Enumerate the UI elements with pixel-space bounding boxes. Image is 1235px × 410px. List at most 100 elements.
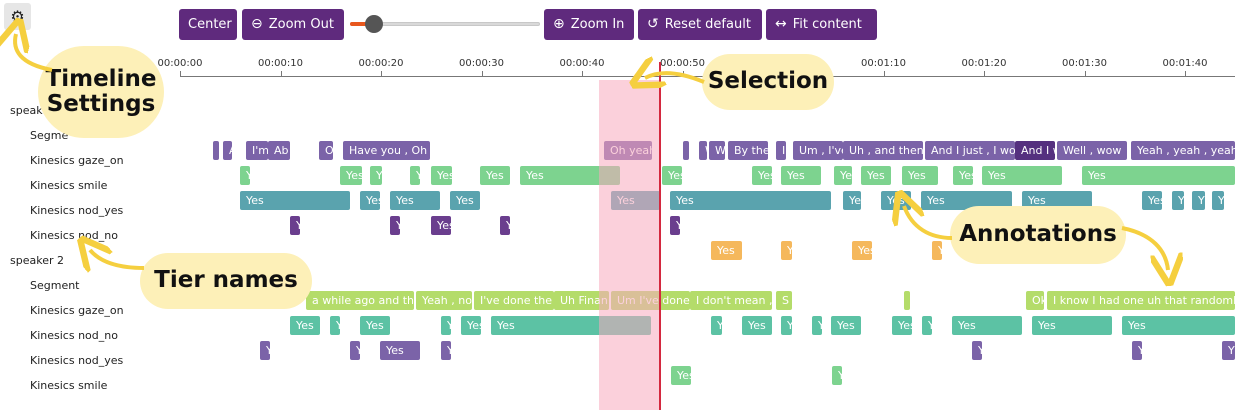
annotation[interactable]: Yes — [843, 191, 861, 210]
annotation[interactable] — [904, 291, 910, 310]
annotation[interactable]: Yes — [360, 191, 380, 210]
annotation[interactable]: Yes — [461, 316, 481, 335]
annotation[interactable]: Y — [932, 241, 942, 260]
annotation[interactable]: Y — [390, 216, 400, 235]
annotation[interactable]: Y — [781, 241, 792, 260]
annotation[interactable]: Yes — [380, 341, 420, 360]
annotation[interactable]: Yes — [662, 166, 682, 185]
annotation[interactable]: Yes — [450, 191, 480, 210]
annotation[interactable]: Yes — [1122, 316, 1235, 335]
annotation[interactable]: I've done the l — [474, 291, 554, 310]
annotation[interactable]: a while ago and then — [306, 291, 414, 310]
annotation[interactable]: Yes — [742, 316, 772, 335]
annotation[interactable]: A — [223, 141, 232, 160]
annotation[interactable]: I don't mean , y — [690, 291, 772, 310]
annotation[interactable]: Yes — [491, 316, 651, 335]
annotation[interactable]: Have you , Oh — [343, 141, 430, 160]
annotation[interactable]: Y — [330, 316, 340, 335]
annotation[interactable]: Yes — [1142, 191, 1162, 210]
annotation[interactable]: Y — [290, 216, 300, 235]
annotation[interactable]: Y — [410, 166, 420, 185]
annotation[interactable]: Yes — [520, 166, 620, 185]
zoom-slider[interactable] — [350, 14, 540, 34]
annotation[interactable]: Y — [500, 216, 510, 235]
annotation[interactable]: Yes — [982, 166, 1062, 185]
annotation[interactable]: Yes — [431, 216, 451, 235]
annotation[interactable]: W — [709, 141, 725, 160]
annotation[interactable]: Y — [670, 216, 680, 235]
annotation[interactable]: Y — [1212, 191, 1224, 210]
annotation[interactable]: Yes — [902, 166, 938, 185]
annotation[interactable]: Yes — [852, 241, 872, 260]
annotation[interactable]: Yes — [611, 191, 660, 210]
annotation[interactable]: Yes — [781, 166, 821, 185]
zoom-out-button[interactable]: ⊖ Zoom Out — [242, 9, 344, 40]
annotation[interactable]: Yes — [953, 166, 973, 185]
annotation[interactable]: Yes — [952, 316, 1022, 335]
annotation[interactable]: Yes — [1032, 316, 1112, 335]
annotation[interactable]: Yes — [831, 316, 861, 335]
annotation[interactable]: And I just , I wo — [925, 141, 1015, 160]
annotation[interactable]: Oh yeah — [604, 141, 652, 160]
annotation[interactable]: Y — [370, 166, 382, 185]
annotation[interactable]: Yes — [711, 241, 742, 260]
annotation[interactable]: Yes — [670, 191, 831, 210]
annotation[interactable]: I'm — [246, 141, 268, 160]
annotation[interactable]: Yes — [240, 191, 350, 210]
annotation[interactable]: Y — [781, 316, 792, 335]
annotation[interactable]: Yes — [340, 166, 362, 185]
annotation[interactable]: Y — [1132, 341, 1142, 360]
annotation[interactable]: Y — [832, 366, 842, 385]
annotation[interactable]: Uh Finan — [554, 291, 609, 310]
annotation[interactable]: Yes — [390, 191, 440, 210]
annotation[interactable] — [213, 141, 219, 160]
annotation[interactable]: Yes — [1022, 191, 1092, 210]
annotation[interactable]: Y — [812, 316, 822, 335]
annotation[interactable]: Y — [441, 316, 451, 335]
annotation[interactable]: Yes — [431, 166, 452, 185]
annotation[interactable]: O — [319, 141, 333, 160]
annotation[interactable]: Y — [711, 316, 722, 335]
annotation[interactable]: I — [776, 141, 786, 160]
selection-region[interactable] — [599, 80, 660, 410]
zoom-in-button[interactable]: ⊕ Zoom In — [544, 9, 634, 40]
timeline-settings-button[interactable]: ⚙ — [4, 3, 31, 30]
annotation[interactable]: Yeah , yeah , yeah — [1131, 141, 1235, 160]
annotation[interactable] — [683, 141, 689, 160]
annotation[interactable]: Y — [1192, 191, 1205, 210]
reset-default-button[interactable]: ↺ Reset default — [638, 9, 762, 40]
annotation[interactable]: Yes — [290, 316, 320, 335]
annotation[interactable]: Ok — [1026, 291, 1044, 310]
annotation[interactable]: Y — [260, 341, 270, 360]
annotation[interactable]: Y — [1222, 341, 1235, 360]
annotation[interactable]: Y — [1172, 191, 1184, 210]
annotation[interactable]: I know I had one uh that randomly — [1047, 291, 1235, 310]
annotation[interactable]: Well , wow — [1057, 141, 1127, 160]
annotation[interactable]: Um , I've — [793, 141, 843, 160]
playhead-line[interactable] — [659, 62, 661, 410]
annotation[interactable]: Yes — [752, 166, 772, 185]
annotation[interactable]: Yeah , not — [416, 291, 472, 310]
fit-content-button[interactable]: ↔ Fit content — [766, 9, 877, 40]
annotation[interactable]: Yes — [480, 166, 510, 185]
annotation[interactable]: Y — [922, 316, 932, 335]
annotation[interactable]: Y — [350, 341, 360, 360]
annotation[interactable]: And I w — [1015, 141, 1055, 160]
annotation[interactable]: Yes — [360, 316, 390, 335]
annotation[interactable]: Um I've done — [611, 291, 690, 310]
annotation[interactable]: Y — [240, 166, 250, 185]
annotation[interactable]: Yes — [861, 166, 891, 185]
center-button[interactable]: Center — [179, 9, 237, 40]
annotation[interactable]: Yes — [921, 191, 1012, 210]
annotation[interactable]: Yes — [671, 366, 691, 385]
annotation[interactable]: Yes — [834, 166, 852, 185]
annotation[interactable]: Yes — [1082, 166, 1235, 185]
annotation[interactable]: Yes — [881, 191, 911, 210]
annotation[interactable]: S — [776, 291, 792, 310]
annotation[interactable]: Uh , and then — [843, 141, 923, 160]
annotation[interactable]: Y — [441, 341, 451, 360]
annotation[interactable]: W — [699, 141, 707, 160]
annotation[interactable]: Y — [972, 341, 982, 360]
annotation[interactable]: By the — [728, 141, 768, 160]
annotation[interactable]: Ab — [268, 141, 290, 160]
